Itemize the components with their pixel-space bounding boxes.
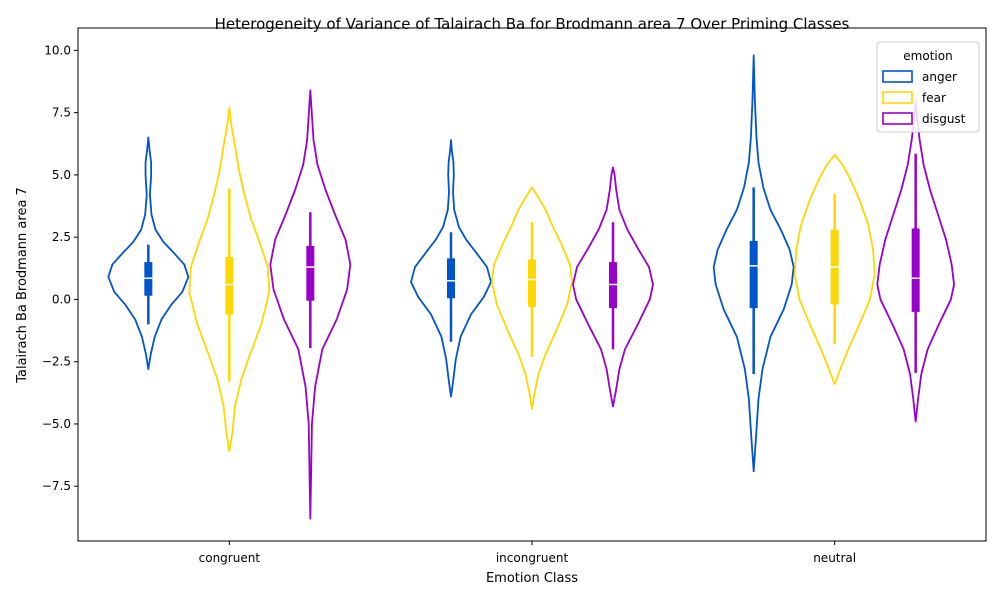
- violin-disgust-congruent: [269, 89, 352, 520]
- violin-outline: [793, 154, 876, 386]
- violin-outline: [491, 186, 573, 410]
- legend-item-disgust: disgust: [882, 112, 966, 126]
- x-tick-label: incongruent: [496, 551, 569, 565]
- legend-item-fear: fear: [882, 91, 946, 105]
- violin-anger-incongruent: [410, 139, 492, 398]
- legend: emotion anger fear disgust: [876, 41, 980, 133]
- violin-disgust-incongruent: [572, 166, 654, 408]
- legend-swatch: [882, 112, 913, 125]
- violin-iqr-box: [306, 245, 315, 301]
- violin-outline: [188, 106, 271, 453]
- chart-title: Heterogeneity of Variance of Talairach B…: [215, 15, 850, 33]
- x-tick-label: neutral: [813, 551, 856, 565]
- violin-outline: [410, 139, 492, 398]
- plot-area: [107, 54, 955, 520]
- legend-swatch: [882, 70, 913, 83]
- x-tick-label: congruent: [199, 551, 261, 565]
- violin-fear-neutral: [793, 154, 876, 386]
- violin-outline: [712, 54, 795, 473]
- y-tick-label: −2.5: [42, 355, 71, 369]
- legend-frame: [876, 41, 980, 133]
- violin-anger-congruent: [107, 136, 190, 371]
- y-tick-label: 5.0: [52, 168, 71, 182]
- y-tick-label: 0.0: [52, 292, 71, 306]
- violin-outline: [107, 136, 190, 371]
- violin-iqr-box: [528, 259, 536, 307]
- axes: −7.5 −5.0 −2.5 0.0 2.5 5.0 7.5 10.0 congruent inc…: [42, 43, 856, 565]
- y-tick-label: 2.5: [52, 230, 71, 244]
- y-tick-label: −5.0: [42, 417, 71, 431]
- legend-swatch: [882, 91, 913, 104]
- violin-iqr-box: [911, 228, 920, 312]
- violin-outline: [269, 89, 352, 520]
- x-axis-label: Emotion Class: [486, 571, 578, 586]
- legend-label: fear: [922, 91, 946, 105]
- violin-iqr-box: [225, 257, 234, 315]
- violin-iqr-box: [749, 240, 758, 309]
- y-tick-label: 10.0: [44, 43, 71, 57]
- y-tick-label: 7.5: [52, 106, 71, 120]
- violin-outline: [572, 166, 654, 408]
- y-axis-label: Talairach Ba Brodmann area 7: [15, 187, 30, 384]
- violin-fear-incongruent: [491, 186, 573, 410]
- legend-label: anger: [922, 70, 957, 84]
- violin-fear-congruent: [188, 106, 271, 453]
- violin-anger-neutral: [712, 54, 795, 473]
- violin-iqr-box: [447, 258, 455, 299]
- y-tick-label: −7.5: [42, 479, 71, 493]
- legend-title: emotion: [903, 49, 952, 63]
- legend-label: disgust: [922, 112, 966, 126]
- legend-item-anger: anger: [882, 70, 957, 84]
